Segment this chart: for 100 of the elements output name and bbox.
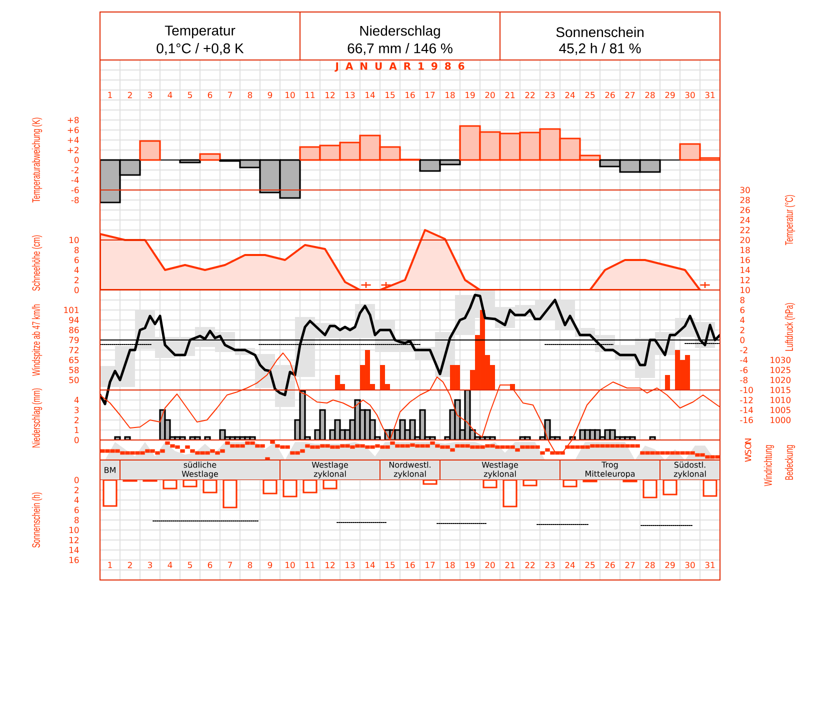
- x2-tick-label: 11: [306, 92, 315, 98]
- series-label: Westlage zyklonal: [482, 462, 518, 478]
- y-tick-label: 16: [70, 556, 79, 564]
- x-tick-label: 1: [108, 562, 112, 568]
- x-tick-label: 30: [685, 562, 695, 568]
- text: 66,7 mm / 146 %: [348, 43, 452, 55]
- y-tick-label: 1000: [770, 416, 791, 424]
- text: O: [744, 443, 752, 449]
- y-tick-label: 86: [69, 326, 79, 334]
- y-axis-title: Temperatur (°C): [784, 195, 796, 246]
- y-axis-title: Windrichtung: [764, 445, 774, 486]
- bar: [139, 140, 161, 161]
- x2-tick-label: 10: [286, 92, 295, 98]
- y-tick-label: 65: [69, 356, 79, 364]
- y-tick-label: 0: [74, 286, 79, 294]
- x-tick-label: 9: [268, 562, 272, 568]
- text: Sonnenschein: [556, 26, 644, 38]
- series-label: Trog Mitteleuropa: [586, 462, 635, 478]
- x-tick-label: 12: [326, 562, 335, 568]
- y-tick-label: 0: [74, 436, 79, 444]
- x-tick-label: 21: [505, 562, 515, 568]
- y-tick-label: -8: [740, 376, 748, 384]
- x-tick-label: 23: [545, 562, 555, 568]
- y-tick-label: 0: [74, 156, 79, 164]
- series-label: Nordwestl. zyklonal: [389, 462, 430, 478]
- x2-tick-label: 2: [128, 92, 132, 98]
- y-tick-label: 79: [69, 336, 79, 344]
- x2-tick-label: 21: [505, 92, 515, 98]
- x-tick-label: 28: [645, 562, 655, 568]
- x2-tick-label: 14: [366, 92, 375, 98]
- x-tick-label: 11: [306, 562, 315, 568]
- x2-tick-label: 22: [525, 92, 535, 98]
- y-tick-label: -8: [71, 196, 79, 204]
- y-axis-title: Sonnenschein (h): [32, 492, 42, 548]
- y-tick-label: 18: [740, 246, 750, 254]
- y-tick-label: 4: [74, 266, 79, 274]
- x-tick-label: 3: [148, 562, 152, 568]
- x2-tick-label: 16: [406, 92, 415, 98]
- text: Niederschlag: [360, 25, 440, 39]
- x2-tick-label: 19: [466, 92, 475, 98]
- x2-tick-label: 31: [705, 92, 715, 98]
- y-tick-label: +2: [68, 146, 78, 154]
- y-tick-label: 10: [70, 236, 79, 244]
- x2-tick-label: 29: [665, 92, 675, 98]
- bar: [199, 153, 221, 161]
- y-tick-label: 4: [74, 496, 79, 504]
- x2-tick-label: 28: [645, 92, 655, 98]
- series-label: BM: [104, 467, 116, 473]
- x2-tick-label: 5: [188, 92, 192, 98]
- y-tick-label: 30: [740, 186, 750, 194]
- y-tick-label: 2: [740, 326, 744, 334]
- x-tick-label: 10: [286, 562, 295, 568]
- y-tick-label: 14: [70, 546, 79, 554]
- x-tick-label: 7: [228, 562, 232, 568]
- y-tick-label: 1020: [770, 376, 791, 384]
- y-tick-label: -4: [740, 356, 748, 364]
- series-label: Westlage zyklonal: [312, 462, 348, 478]
- y-tick-label: 16: [740, 256, 750, 264]
- text: 0,1°C / +0,8 K: [156, 43, 244, 55]
- x-tick-label: 2: [128, 562, 132, 568]
- x2-tick-label: 3: [148, 92, 152, 98]
- x2-tick-label: 18: [446, 92, 455, 98]
- y-tick-label: 4: [740, 316, 745, 324]
- y-tick-label: -2: [71, 166, 78, 174]
- y-tick-label: +4: [68, 136, 79, 144]
- y-axis-title: Luftdruck (hPa): [784, 303, 796, 351]
- x2-tick-label: 13: [346, 92, 355, 98]
- y-tick-label: 58: [69, 366, 79, 374]
- y-tick-label: 3: [74, 406, 79, 414]
- y-tick-label: +8: [68, 116, 79, 124]
- x2-tick-label: 1: [108, 92, 112, 98]
- y-axis-title: Windspitze ab 47 km/h: [32, 304, 42, 376]
- x-tick-label: 16: [406, 562, 415, 568]
- x2-tick-label: 8: [248, 92, 252, 98]
- y-tick-label: -12: [740, 396, 753, 404]
- x2-tick-label: 30: [685, 92, 695, 98]
- y-tick-label: 12: [740, 276, 750, 284]
- x-tick-label: 20: [485, 562, 495, 568]
- y-tick-label: -10: [740, 386, 753, 394]
- text: S: [744, 450, 752, 454]
- y-tick-label: 0: [74, 476, 79, 484]
- y-tick-label: 2: [74, 416, 78, 424]
- y-tick-label: 10: [70, 526, 79, 534]
- y-tick-label: 101: [64, 306, 79, 314]
- y-tick-label: 50: [69, 376, 79, 384]
- x2-tick-label: 20: [485, 92, 495, 98]
- y-tick-label: 20: [740, 236, 750, 244]
- x-tick-label: 27: [625, 562, 635, 568]
- x-tick-label: 24: [565, 562, 575, 568]
- y-tick-label: 1005: [770, 406, 790, 414]
- x-tick-label: 13: [346, 562, 355, 568]
- y-tick-label: -14: [740, 406, 753, 414]
- y-axis-title: Niederschlag (mm): [32, 388, 42, 448]
- x-tick-label: 19: [466, 562, 475, 568]
- x-tick-label: 29: [665, 562, 675, 568]
- y-tick-label: -6: [740, 366, 748, 374]
- y-tick-label: 10: [740, 286, 750, 294]
- y-tick-label: 1030: [770, 356, 791, 364]
- y-tick-label: 12: [70, 536, 78, 544]
- y-tick-label: 1: [74, 426, 79, 434]
